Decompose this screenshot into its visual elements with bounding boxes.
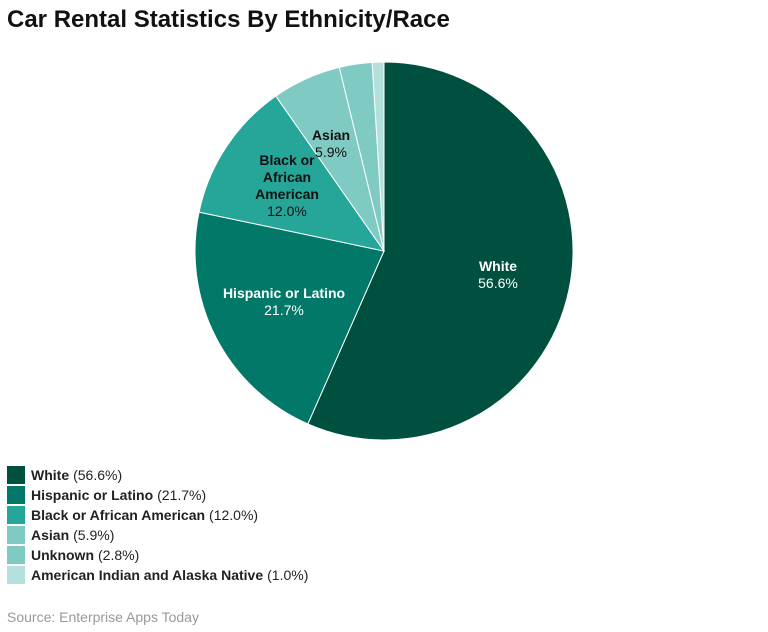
slice-label-hispanic: Hispanic or Latino 21.7% (222, 285, 346, 318)
slice-label-white: White 56.6% (478, 258, 518, 291)
pie-slice-hispanic-or-latino (194, 211, 385, 425)
legend-item: American Indian and Alaska Native (1.0%) (7, 565, 308, 585)
legend-item: Hispanic or Latino (21.7%) (7, 485, 308, 505)
legend-swatch (7, 466, 25, 484)
slice-label-black: Black or African American 12.0% (255, 152, 319, 219)
source-note: Source: Enterprise Apps Today (7, 609, 199, 625)
pie-slice-black-or-african-american (198, 95, 386, 252)
chart-title: Car Rental Statistics By Ethnicity/Race (7, 6, 450, 33)
legend-swatch (7, 526, 25, 544)
pie-chart (194, 61, 574, 441)
legend-item: White (56.6%) (7, 465, 308, 485)
legend-swatch (7, 546, 25, 564)
legend: White (56.6%) Hispanic or Latino (21.7%) B… (7, 465, 308, 585)
legend-item: Unknown (2.8%) (7, 545, 308, 565)
legend-item: Black or African American (12.0%) (7, 505, 308, 525)
slice-label-asian: Asian 5.9% (311, 127, 351, 160)
legend-swatch (7, 566, 25, 584)
legend-swatch (7, 486, 25, 504)
legend-swatch (7, 506, 25, 524)
pie-slice-american-indian-and-alaska-native (371, 61, 385, 252)
legend-item: Asian (5.9%) (7, 525, 308, 545)
pie-slice-white (307, 61, 574, 441)
